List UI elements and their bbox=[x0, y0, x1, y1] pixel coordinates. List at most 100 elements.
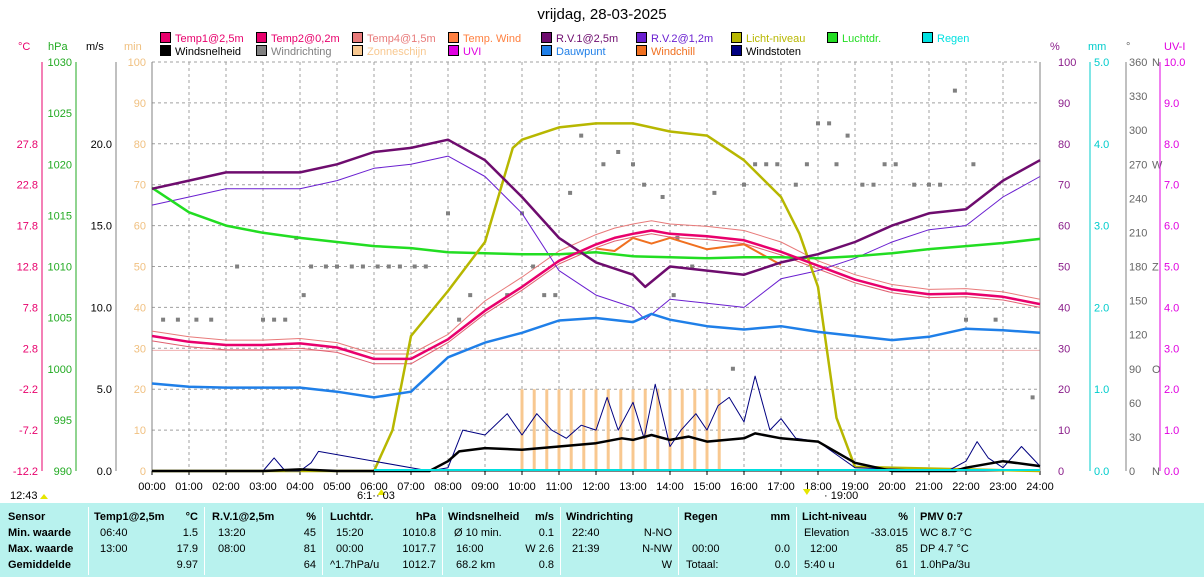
min-tick: 100 bbox=[128, 57, 146, 69]
x-tick-label: 14:00 bbox=[656, 481, 684, 493]
deg-tick: 150 bbox=[1129, 296, 1147, 308]
hpa-tick: 1020 bbox=[48, 159, 72, 171]
stats-labels-column: Sensor Min. waarde Max. waarde Gemiddeld… bbox=[8, 503, 88, 577]
legend-item: Regen bbox=[922, 32, 969, 45]
wind-direction-point bbox=[335, 264, 339, 269]
wind-direction-point bbox=[616, 149, 621, 154]
legend-swatch bbox=[636, 45, 647, 56]
legend-swatch bbox=[160, 45, 171, 56]
temp-tick: 12.8 bbox=[17, 262, 38, 274]
legend-label: Windrichting bbox=[271, 46, 332, 58]
sunset-marker bbox=[802, 489, 811, 495]
hpa-tick: 990 bbox=[54, 466, 72, 478]
legend-swatch bbox=[541, 32, 552, 43]
hpa-tick: 1010 bbox=[48, 262, 72, 274]
wind-direction-point bbox=[175, 317, 180, 322]
x-tick-label: 07:00 bbox=[397, 481, 425, 493]
pct-tick: 90 bbox=[1058, 98, 1070, 110]
deg-tick: 60 bbox=[1129, 398, 1141, 410]
wind-direction-point bbox=[845, 133, 850, 138]
sunrise-marker bbox=[377, 489, 386, 495]
deg-tick: 180 bbox=[1129, 262, 1147, 274]
uvi-tick: 3.0 bbox=[1164, 343, 1179, 355]
wind-direction-point bbox=[446, 211, 450, 216]
x-tick-label: 09:00 bbox=[471, 481, 499, 493]
wind-direction-point bbox=[397, 264, 402, 269]
x-tick-label: 05:00 bbox=[323, 481, 351, 493]
legend-item: Licht-niveau bbox=[731, 32, 805, 45]
wind-direction-point bbox=[209, 317, 214, 322]
legend-label: Windsnelheid bbox=[175, 46, 242, 58]
light-level-line bbox=[152, 122, 1041, 473]
legend-label: UVI bbox=[463, 46, 482, 58]
wind-direction-point bbox=[871, 182, 876, 187]
x-tick-label: 11:00 bbox=[546, 481, 573, 493]
wind-direction-point bbox=[161, 317, 166, 322]
min-tick: 30 bbox=[134, 343, 146, 355]
x-tick-label: 03:00 bbox=[249, 481, 277, 493]
deg-tick: 120 bbox=[1129, 330, 1147, 342]
hpa-tick: 995 bbox=[54, 415, 72, 427]
pmv-stats-column: PMV 0:7 WC 8.7 °C DP 4.7 °C 1.0hPa/3u bbox=[920, 511, 973, 571]
legend-item: Zonneschijn bbox=[352, 45, 426, 58]
temp2-line bbox=[151, 233, 1041, 365]
sensor-header: Sensor bbox=[8, 511, 46, 523]
min-tick: 90 bbox=[134, 98, 146, 110]
pct-tick: 50 bbox=[1058, 262, 1070, 274]
pct-tick: 80 bbox=[1058, 139, 1070, 151]
hpa-tick: 1030 bbox=[48, 57, 72, 69]
wind-direction-point bbox=[631, 162, 635, 167]
legend-item: R.V.2@1,2m bbox=[636, 32, 713, 45]
legend-swatch bbox=[731, 45, 742, 56]
wind-direction-stats-column: Windrichting 22:40 N-NO 21:39 N-NW W bbox=[566, 511, 672, 571]
pct-tick: 10 bbox=[1058, 425, 1070, 437]
legend-item: Temp4@1,5m bbox=[352, 32, 436, 45]
wind-direction-point bbox=[793, 182, 798, 187]
deg-tick: 240 bbox=[1129, 193, 1147, 205]
pct-tick: 0 bbox=[1058, 466, 1064, 478]
x-tick-label: 24:00 bbox=[1026, 481, 1054, 493]
wind-direction-point bbox=[712, 190, 717, 195]
compass-label: Z bbox=[1152, 262, 1159, 274]
temp-axis-unit: °C bbox=[18, 41, 30, 53]
x-tick-label: 08:00 bbox=[434, 481, 462, 493]
legend-item: Windsnelheid bbox=[160, 45, 241, 58]
x-tick-label: 17:00 bbox=[767, 481, 795, 493]
pct-tick: 20 bbox=[1058, 384, 1070, 396]
legend-label: Zonneschijn bbox=[367, 46, 427, 58]
hpa-tick: 1005 bbox=[48, 313, 72, 325]
mm-tick: 1.0 bbox=[1094, 384, 1109, 396]
wind-direction-point bbox=[927, 182, 931, 187]
wind-direction-point bbox=[893, 162, 898, 167]
ms-axis-unit: m/s bbox=[86, 41, 104, 53]
min-tick: 10 bbox=[134, 425, 146, 437]
deg-tick: 270 bbox=[1129, 159, 1147, 171]
legend-item: Temp. Wind bbox=[448, 32, 521, 45]
pct-tick: 60 bbox=[1058, 221, 1070, 233]
wind-direction-point bbox=[531, 264, 536, 269]
moon-time: 12:43 bbox=[10, 490, 38, 502]
legend-swatch bbox=[827, 32, 838, 43]
mm-tick: 4.0 bbox=[1094, 139, 1109, 151]
max-label: Max. waarde bbox=[8, 543, 74, 555]
hpa-tick: 1015 bbox=[48, 210, 72, 222]
wind-direction-point bbox=[553, 293, 558, 298]
deg-tick: 210 bbox=[1129, 227, 1147, 239]
deg-tick: 360 bbox=[1129, 57, 1147, 69]
min-tick: 60 bbox=[134, 221, 146, 233]
min-tick: 70 bbox=[134, 180, 146, 192]
pct-tick: 70 bbox=[1058, 180, 1070, 192]
legend-label: R.V.1@2,5m bbox=[556, 33, 619, 45]
uvi-tick: 5.0 bbox=[1164, 262, 1179, 274]
wind-direction-point bbox=[993, 317, 998, 322]
ms-tick: 10.0 bbox=[91, 302, 112, 314]
legend-label: Windstoten bbox=[746, 46, 802, 58]
mm-tick: 2.0 bbox=[1094, 302, 1109, 314]
x-tick-label: 04:00 bbox=[286, 481, 314, 493]
wind-direction-point bbox=[468, 293, 473, 298]
wind-direction-point bbox=[660, 194, 665, 199]
pct-tick: 30 bbox=[1058, 343, 1070, 355]
humidity-line bbox=[151, 138, 1041, 289]
pressure-line bbox=[151, 186, 1041, 260]
min-tick: 20 bbox=[134, 384, 146, 396]
